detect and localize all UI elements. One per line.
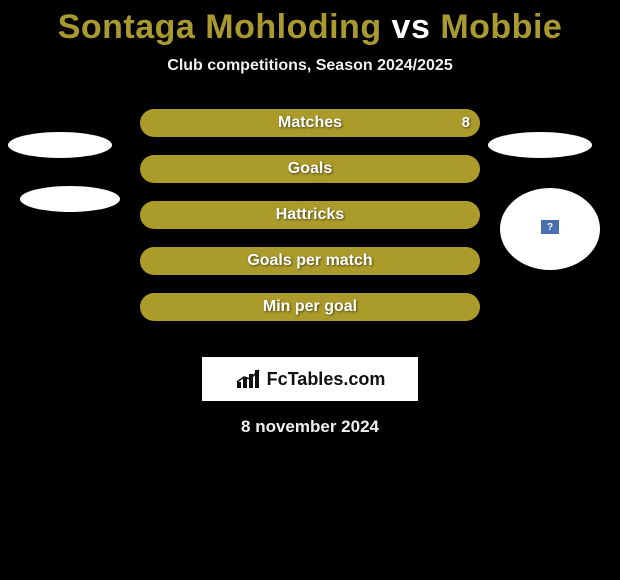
title-player-right: Mobbie — [440, 8, 562, 46]
stat-label: Goals — [140, 155, 480, 183]
stat-row: Matches8 — [0, 109, 620, 155]
subtitle: Club competitions, Season 2024/2025 — [0, 57, 620, 75]
brand-panel: FcTables.com — [202, 357, 418, 401]
stat-row: Goals per match — [0, 247, 620, 293]
comparison-infographic: Sontaga Mohloding vs Mobbie Club competi… — [0, 8, 620, 437]
stats-rows: Matches8GoalsHattricksGoals per matchMin… — [0, 109, 620, 339]
stat-label: Goals per match — [140, 247, 480, 275]
stat-row: Min per goal — [0, 293, 620, 339]
stat-label: Matches — [140, 109, 480, 137]
brand-text: FcTables.com — [267, 369, 386, 390]
title-vs: vs — [382, 8, 441, 46]
stat-label: Hattricks — [140, 201, 480, 229]
stat-row: Goals — [0, 155, 620, 201]
footer-date: 8 november 2024 — [0, 417, 620, 437]
brand-inner: FcTables.com — [235, 368, 386, 390]
title-player-left: Sontaga Mohloding — [58, 8, 382, 46]
stat-value-right: 8 — [462, 109, 470, 137]
page-title: Sontaga Mohloding vs Mobbie — [0, 8, 620, 47]
stat-row: Hattricks — [0, 201, 620, 247]
stat-label: Min per goal — [140, 293, 480, 321]
brand-bars-icon — [235, 368, 263, 390]
